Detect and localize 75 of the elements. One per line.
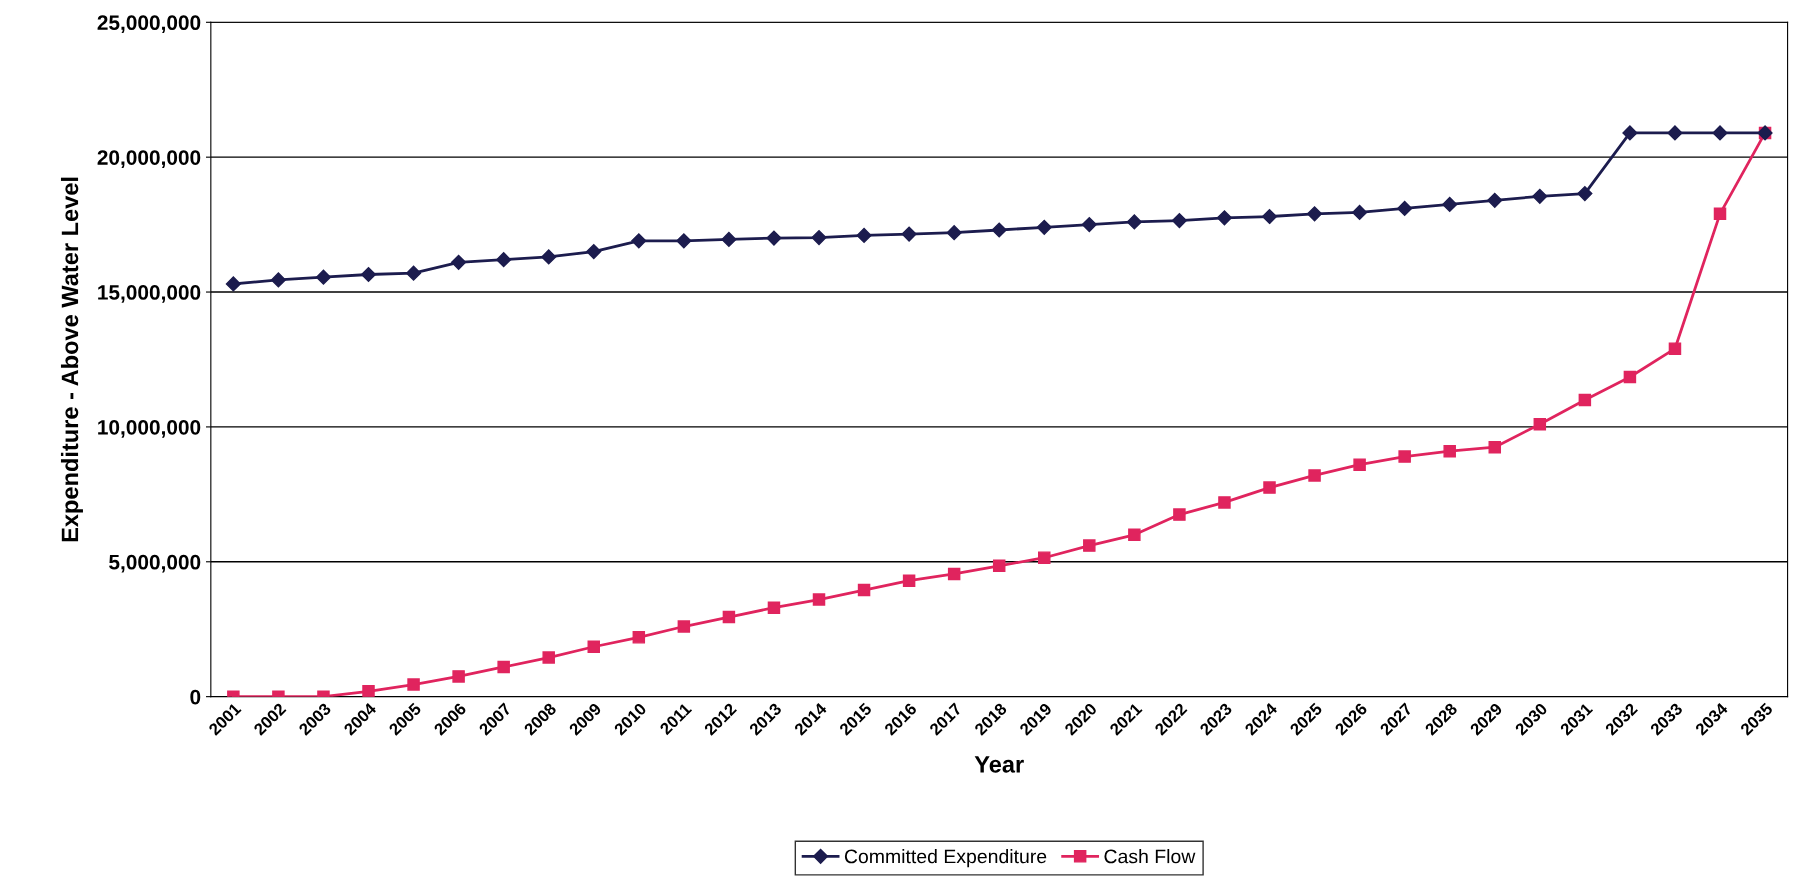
point — [1577, 186, 1593, 202]
point — [1171, 212, 1187, 229]
y-tick-label: 15,000,000 — [98, 285, 201, 303]
point — [451, 254, 467, 270]
point — [902, 574, 916, 587]
point — [1442, 196, 1458, 212]
point — [586, 244, 602, 260]
point — [1713, 207, 1727, 221]
point — [856, 227, 872, 243]
point — [1533, 417, 1547, 431]
point — [1216, 210, 1233, 226]
point — [631, 233, 647, 249]
y-tick-label: 5,000,000 — [109, 554, 201, 573]
point — [1353, 458, 1366, 471]
point — [1126, 214, 1142, 230]
point — [1083, 539, 1096, 552]
point — [857, 583, 871, 597]
point — [1352, 204, 1368, 221]
point — [1712, 125, 1728, 141]
point — [1261, 208, 1278, 225]
point — [1397, 200, 1413, 216]
point — [766, 230, 782, 246]
legend-label: Committed Expenditure — [844, 849, 1047, 868]
point — [497, 660, 510, 674]
point — [1578, 393, 1592, 407]
point — [991, 222, 1007, 238]
point — [1398, 450, 1411, 463]
point — [360, 266, 377, 283]
point — [407, 678, 420, 691]
point — [452, 670, 465, 683]
point — [1488, 440, 1502, 454]
legend-label: Cash Flow — [1104, 849, 1196, 864]
point — [1263, 481, 1276, 494]
point — [1308, 469, 1321, 482]
point — [405, 265, 422, 281]
point — [362, 685, 375, 697]
point — [1667, 125, 1683, 141]
point — [1487, 192, 1503, 208]
point — [677, 620, 691, 633]
y-axis-title: Expenditure - Above Water Level — [60, 177, 83, 542]
y-tick-label: 25,000,000 — [97, 15, 201, 34]
point — [812, 593, 826, 606]
point — [541, 249, 557, 265]
point — [496, 252, 512, 268]
point — [632, 631, 646, 644]
point — [225, 276, 241, 292]
point — [1668, 342, 1682, 355]
point — [1443, 444, 1456, 458]
y-tick-label: 20,000,000 — [97, 150, 201, 168]
y-tick-label: 0 — [190, 689, 201, 705]
point — [811, 229, 827, 246]
point — [1306, 206, 1323, 222]
point — [722, 610, 736, 624]
point — [676, 233, 692, 249]
point — [992, 559, 1006, 573]
point — [270, 272, 286, 288]
point — [315, 269, 332, 285]
point — [1532, 188, 1548, 204]
point — [721, 231, 737, 248]
point — [1128, 528, 1141, 542]
point — [1081, 217, 1097, 233]
point — [1173, 508, 1186, 521]
point — [947, 567, 961, 581]
point — [946, 225, 962, 241]
point — [587, 640, 601, 654]
point — [1036, 219, 1052, 235]
x-axis-title: Year — [974, 756, 1024, 773]
point — [542, 651, 555, 664]
point — [1218, 496, 1231, 509]
y-tick-label: 10,000,000 — [98, 419, 201, 438]
point — [1038, 551, 1051, 564]
point — [1623, 370, 1637, 384]
point — [901, 226, 917, 242]
point — [767, 601, 781, 614]
point — [1622, 125, 1638, 141]
